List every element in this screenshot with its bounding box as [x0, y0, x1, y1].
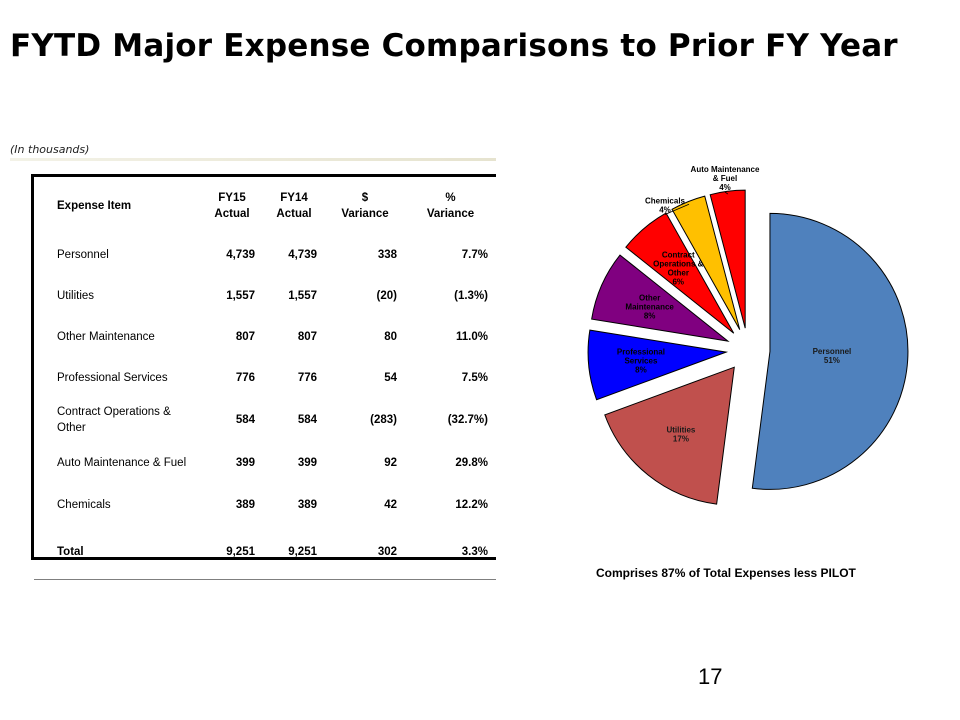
header-expense-item: Expense Item — [57, 199, 132, 212]
cell-percent-variance: 7.7% — [461, 248, 488, 261]
cell-percent-variance: 12.2% — [455, 498, 488, 511]
pie-slice-auto-maintenance-fuel — [709, 189, 746, 329]
expense-table-frame: Expense Item FY15 Actual FY14 Actual $ Vari… — [31, 174, 496, 580]
cell-item: Chemicals — [57, 498, 111, 511]
cell-fy14: 1,557 — [288, 289, 317, 302]
pie-label-auto-maintenance-fuel: Auto Maintenance & Fuel 4% — [691, 165, 760, 192]
expense-pie-chart: Personnel 51% Utilities 17% Professional Serv… — [587, 165, 909, 505]
cell-percent-variance: 11.0% — [456, 330, 488, 343]
pie-slice-other-maintenance — [591, 254, 730, 342]
cell-dollar-variance: 80 — [384, 330, 397, 343]
cell-fy14: 399 — [297, 456, 317, 469]
cell-item: Total — [34, 525, 201, 580]
pie-slice-chemicals — [671, 195, 741, 330]
cell-percent-variance: (1.3%) — [454, 289, 488, 302]
cell-percent-variance: 29.8% — [455, 456, 488, 469]
pie-leader-line — [724, 191, 729, 195]
header-row: Expense Item FY15 Actual FY14 Actual $ Vari… — [34, 177, 496, 234]
cell-fy15: 807 — [235, 330, 255, 343]
cell-fy15: 1,557 — [226, 289, 255, 302]
cell-percent-variance: 7.5% — [461, 371, 488, 384]
cell-fy15: 9,251 — [201, 525, 263, 580]
pie-label-contract-operations-other: Contract Operations & Other 6% — [653, 251, 703, 287]
header-fy14: FY14 Actual — [276, 191, 312, 220]
table-row: Contract Operations & Other 584 584 (283… — [34, 398, 496, 441]
cell-dollar-variance: (283) — [370, 413, 397, 426]
cell-percent-variance: 3.3% — [405, 525, 496, 580]
table-row: Other Maintenance 807 807 80 11.0% — [34, 316, 496, 357]
cell-fy14: 584 — [297, 413, 317, 426]
total-row: Total 9,251 9,251 302 3.3% — [34, 525, 496, 580]
units-note: (In thousands) — [10, 143, 90, 156]
pie-label-professional-services: Professional Services 8% — [617, 347, 665, 374]
cell-dollar-variance: 92 — [384, 456, 397, 469]
cell-fy15: 399 — [235, 456, 255, 469]
cell-fy15: 776 — [235, 371, 255, 384]
pie-slice-professional-services — [587, 329, 729, 401]
pie-caption: Comprises 87% of Total Expenses less PIL… — [596, 566, 856, 580]
cell-dollar-variance: 42 — [384, 498, 397, 511]
cell-item: Personnel — [57, 248, 109, 261]
cell-percent-variance: (32.7%) — [447, 413, 488, 426]
table-row: Utilities 1,557 1,557 (20) (1.3%) — [34, 275, 496, 316]
cell-dollar-variance: 54 — [384, 371, 397, 384]
header-fy15: FY15 Actual — [214, 191, 250, 220]
cell-fy14: 9,251 — [263, 525, 325, 580]
pie-slice-contract-operations-other — [625, 212, 735, 334]
pie-slice-utilities — [604, 366, 735, 505]
cell-fy14: 776 — [297, 371, 317, 384]
page-title: FYTD Major Expense Comparisons to Prior … — [10, 28, 898, 64]
cell-item: Auto Maintenance & Fuel — [57, 456, 187, 469]
cell-dollar-variance: 302 — [325, 525, 405, 580]
cell-item: Other Maintenance — [57, 330, 155, 343]
pie-label-personnel: Personnel 51% — [813, 347, 852, 365]
cell-item: Utilities — [57, 289, 95, 302]
expense-table: Expense Item FY15 Actual FY14 Actual $ Vari… — [34, 177, 496, 580]
cell-fy14: 807 — [297, 330, 317, 343]
divider — [10, 158, 496, 161]
pie-label-utilities: Utilities 17% — [666, 426, 695, 444]
pie-label-other-maintenance: Other Maintenance 8% — [625, 293, 674, 320]
page-number: 17 — [698, 664, 723, 689]
table-row: Personnel 4,739 4,739 338 7.7% — [34, 234, 496, 275]
header-percent-variance: % Variance — [426, 191, 475, 220]
cell-fy15: 389 — [235, 498, 255, 511]
cell-item: Contract Operations & Other — [57, 405, 171, 434]
pie-label-chemicals: Chemicals 4% — [645, 197, 686, 215]
cell-dollar-variance: 338 — [377, 248, 397, 261]
header-dollar-variance: $ Variance — [341, 191, 389, 220]
cell-fy15: 4,739 — [226, 248, 255, 261]
table-row: Professional Services 776 776 54 7.5% — [34, 357, 496, 398]
cell-fy15: 584 — [235, 413, 255, 426]
cell-fy14: 4,739 — [288, 248, 317, 261]
cell-dollar-variance: (20) — [376, 289, 397, 302]
cell-fy14: 389 — [297, 498, 317, 511]
cell-item: Professional Services — [57, 371, 168, 384]
table-row: Chemicals 389 389 42 12.2% — [34, 484, 496, 525]
table-row: Auto Maintenance & Fuel 399 399 92 29.8% — [34, 441, 496, 484]
pie-slice-personnel — [751, 212, 909, 490]
pie-leader-line — [664, 203, 690, 215]
